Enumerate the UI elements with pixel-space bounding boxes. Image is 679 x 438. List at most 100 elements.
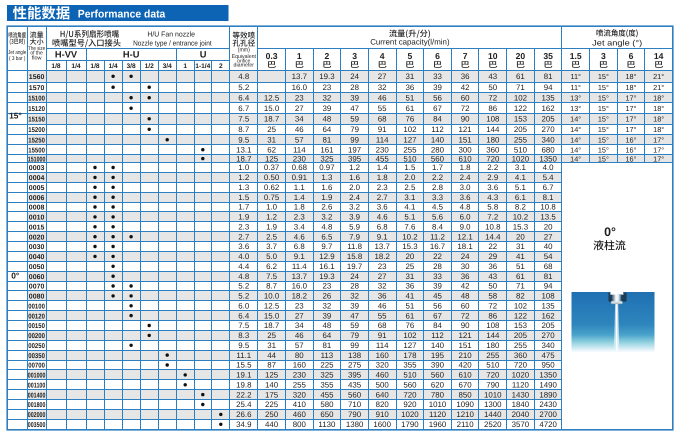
svg-text:86: 86 — [488, 104, 497, 113]
svg-text:2700: 2700 — [539, 410, 557, 419]
svg-text:3: 3 — [601, 51, 606, 61]
svg-text:14: 14 — [654, 51, 664, 61]
svg-text:21°: 21° — [653, 72, 664, 81]
svg-text:17°: 17° — [625, 104, 636, 113]
svg-text:3.7: 3.7 — [266, 242, 277, 251]
svg-text:780: 780 — [431, 390, 445, 399]
svg-text:1/4: 1/4 — [109, 63, 118, 70]
svg-text:1.4: 1.4 — [377, 163, 389, 172]
svg-text:25: 25 — [267, 331, 276, 340]
svg-text:1/8: 1/8 — [51, 63, 60, 70]
svg-text:H-U: H-U — [123, 50, 140, 60]
svg-text:27: 27 — [295, 311, 304, 320]
svg-text:23: 23 — [378, 262, 387, 271]
svg-text:15°: 15° — [598, 154, 609, 163]
svg-text:64: 64 — [323, 125, 332, 134]
svg-text:0°: 0° — [604, 225, 616, 239]
svg-text:48: 48 — [323, 115, 332, 124]
svg-text:180: 180 — [486, 135, 500, 144]
svg-text:710: 710 — [348, 400, 362, 409]
svg-text:39: 39 — [323, 311, 332, 320]
svg-text:1.2: 1.2 — [238, 173, 249, 182]
svg-text:455: 455 — [320, 390, 334, 399]
svg-text:41: 41 — [406, 292, 415, 301]
svg-text:7.5: 7.5 — [266, 272, 278, 281]
svg-text:225: 225 — [320, 361, 334, 370]
svg-text:36: 36 — [461, 272, 470, 281]
svg-text:14°: 14° — [570, 135, 581, 144]
svg-text:10.2: 10.2 — [402, 232, 417, 241]
svg-text:62: 62 — [267, 145, 276, 154]
svg-text:10.2: 10.2 — [513, 213, 528, 222]
svg-text:500: 500 — [376, 381, 390, 390]
svg-text:7.5: 7.5 — [238, 115, 250, 124]
svg-text:180: 180 — [486, 341, 500, 350]
svg-text:1: 1 — [297, 51, 302, 61]
svg-text:255: 255 — [403, 145, 417, 154]
svg-text:28: 28 — [350, 83, 359, 92]
svg-text:58: 58 — [488, 292, 497, 301]
svg-text:140: 140 — [431, 341, 445, 350]
svg-text:17°: 17° — [625, 125, 636, 134]
svg-text:0.75: 0.75 — [264, 193, 280, 202]
svg-text:2.9: 2.9 — [487, 173, 499, 182]
svg-text:8.1: 8.1 — [543, 193, 554, 202]
svg-text:5.1: 5.1 — [404, 213, 415, 222]
svg-text:12.1: 12.1 — [457, 232, 472, 241]
svg-text:24: 24 — [350, 72, 359, 81]
svg-text:99: 99 — [350, 341, 359, 350]
svg-text:2.3: 2.3 — [238, 223, 250, 232]
svg-text:61: 61 — [516, 72, 525, 81]
svg-text:195: 195 — [431, 351, 445, 360]
svg-text:15.0: 15.0 — [264, 311, 280, 320]
svg-text:790: 790 — [348, 410, 362, 419]
svg-text:820: 820 — [376, 400, 390, 409]
svg-text:26.6: 26.6 — [236, 410, 252, 419]
svg-text:60: 60 — [461, 302, 470, 311]
svg-text:47: 47 — [350, 311, 359, 320]
svg-text:15.0: 15.0 — [264, 104, 280, 113]
svg-text:435: 435 — [348, 381, 362, 390]
svg-text:0050: 0050 — [29, 264, 45, 271]
svg-text:2.8: 2.8 — [432, 183, 444, 192]
svg-text:21°: 21° — [653, 83, 664, 92]
svg-text:18.1: 18.1 — [457, 242, 472, 251]
svg-text:3.2: 3.2 — [349, 203, 360, 212]
svg-text:1010: 1010 — [429, 400, 447, 409]
svg-text:84: 84 — [433, 321, 442, 330]
svg-text:108: 108 — [542, 292, 556, 301]
svg-text:68: 68 — [378, 115, 387, 124]
svg-text:15120: 15120 — [28, 106, 45, 113]
svg-text:1.7: 1.7 — [238, 203, 249, 212]
svg-text:910: 910 — [376, 410, 390, 419]
svg-text:3/8: 3/8 — [127, 63, 136, 70]
svg-text:151000: 151000 — [28, 156, 46, 163]
svg-text:17°: 17° — [653, 154, 664, 163]
svg-text:230: 230 — [293, 154, 307, 163]
svg-text:27: 27 — [295, 104, 304, 113]
svg-text:205: 205 — [542, 115, 556, 124]
svg-text:67: 67 — [433, 311, 442, 320]
svg-text:28: 28 — [433, 262, 442, 271]
svg-text:6.8: 6.8 — [294, 242, 306, 251]
svg-text:U: U — [200, 50, 207, 60]
svg-text:8.7: 8.7 — [266, 282, 277, 291]
svg-text:24: 24 — [350, 272, 359, 281]
svg-text:9.0: 9.0 — [460, 223, 472, 232]
svg-text:79: 79 — [350, 125, 359, 134]
svg-text:275: 275 — [348, 361, 362, 370]
svg-text:255: 255 — [486, 351, 500, 360]
svg-text:320: 320 — [293, 390, 307, 399]
svg-text:48: 48 — [323, 321, 332, 330]
svg-text:41: 41 — [516, 252, 525, 261]
svg-text:127: 127 — [403, 341, 416, 350]
svg-text:102: 102 — [403, 331, 416, 340]
svg-text:15.8: 15.8 — [347, 252, 363, 261]
svg-text:0030: 0030 — [29, 244, 45, 251]
svg-text:108: 108 — [486, 321, 500, 330]
svg-text:4.8: 4.8 — [238, 72, 250, 81]
svg-text:79: 79 — [350, 331, 359, 340]
svg-text:2.6: 2.6 — [321, 203, 333, 212]
svg-text:14°: 14° — [570, 125, 581, 134]
svg-text:22: 22 — [433, 252, 442, 261]
